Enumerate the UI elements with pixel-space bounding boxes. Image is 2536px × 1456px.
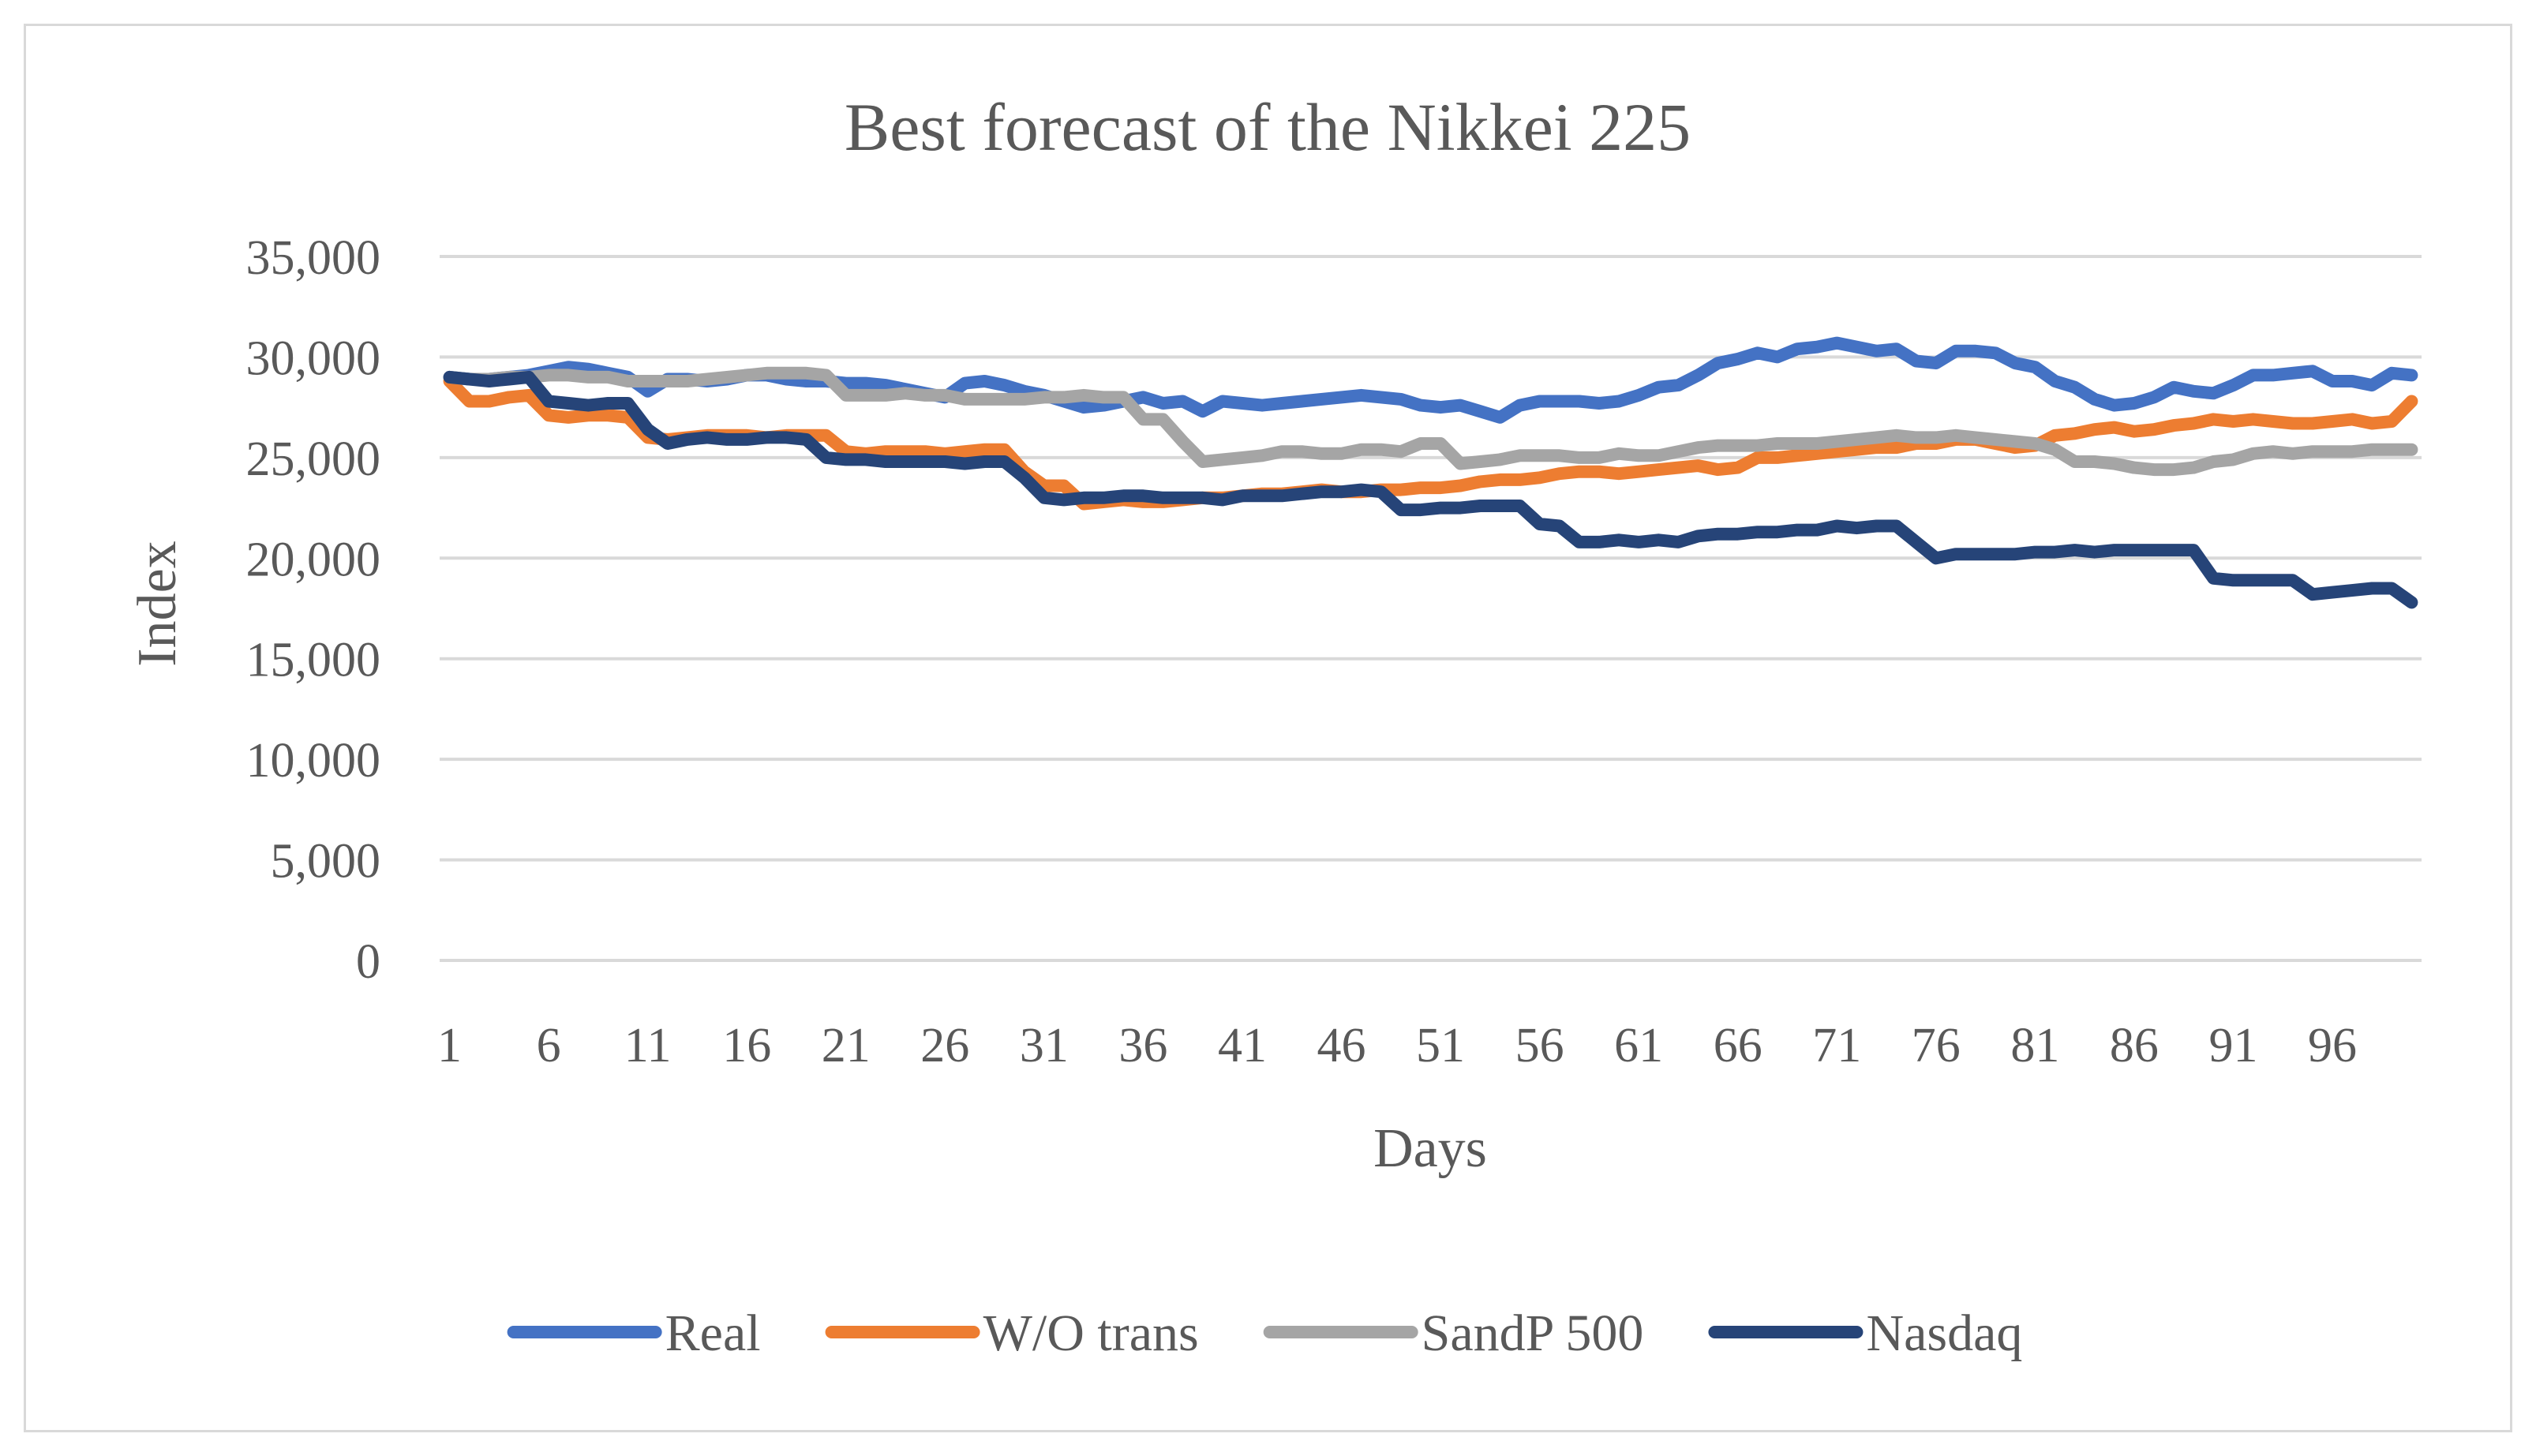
- x-tick-label: 86: [2110, 1019, 2159, 1072]
- series-line-sandp-500: [443, 366, 2418, 477]
- x-tick-label: 16: [722, 1019, 771, 1072]
- x-tick-label: 46: [1317, 1019, 1366, 1072]
- y-axis-title: Index: [127, 541, 188, 666]
- legend-label: W/O trans: [983, 1304, 1199, 1362]
- y-tick-label: 15,000: [246, 634, 381, 687]
- series-lines: [443, 336, 2418, 609]
- x-tick-label: 56: [1515, 1019, 1564, 1072]
- y-tick-label: 5,000: [271, 835, 381, 889]
- y-axis-ticks: 0 5,000 10,000 15,000 20,000 25,000 30,000 35,0…: [246, 231, 381, 989]
- chart-frame: [24, 24, 2512, 1432]
- y-tick-label: 25,000: [246, 432, 381, 486]
- y-tick-label: 35,000: [246, 231, 381, 285]
- x-axis-title: Days: [1373, 1118, 1487, 1179]
- legend: Real W/O trans SandP 500 Nasdaq: [507, 1304, 2022, 1362]
- x-tick-label: 71: [1812, 1019, 1861, 1072]
- x-tick-label: 76: [1912, 1019, 1961, 1072]
- series-line-nasdaq: [443, 370, 2418, 609]
- x-tick-label: 81: [2010, 1019, 2059, 1072]
- x-tick-label: 91: [2208, 1019, 2257, 1072]
- x-tick-label: 26: [920, 1019, 969, 1072]
- x-tick-label: 96: [2308, 1019, 2357, 1072]
- x-tick-label: 41: [1218, 1019, 1267, 1072]
- y-tick-label: 0: [356, 935, 380, 989]
- x-tick-label: 31: [1020, 1019, 1069, 1072]
- x-tick-label: 61: [1614, 1019, 1663, 1072]
- x-axis-ticks: 1 6 11 16 21 26 31 36 41 46 51 56 61 66 71 76 81 86 91 96: [437, 1019, 2357, 1072]
- x-tick-label: 51: [1416, 1019, 1465, 1072]
- y-tick-label: 10,000: [246, 734, 381, 788]
- x-tick-label: 66: [1714, 1019, 1762, 1072]
- y-tick-label: 30,000: [246, 331, 381, 385]
- x-tick-label: 1: [437, 1019, 462, 1072]
- x-tick-label: 11: [624, 1019, 672, 1072]
- x-tick-label: 6: [537, 1019, 561, 1072]
- gridlines: [440, 255, 2422, 962]
- x-tick-label: 21: [822, 1019, 871, 1072]
- y-tick-label: 20,000: [246, 533, 381, 586]
- chart-title: Best forecast of the Nikkei 225: [845, 89, 1691, 165]
- legend-label: SandP 500: [1422, 1304, 1644, 1362]
- legend-label: Nasdaq: [1866, 1304, 2022, 1362]
- x-tick-label: 36: [1118, 1019, 1167, 1072]
- legend-label: Real: [665, 1304, 761, 1362]
